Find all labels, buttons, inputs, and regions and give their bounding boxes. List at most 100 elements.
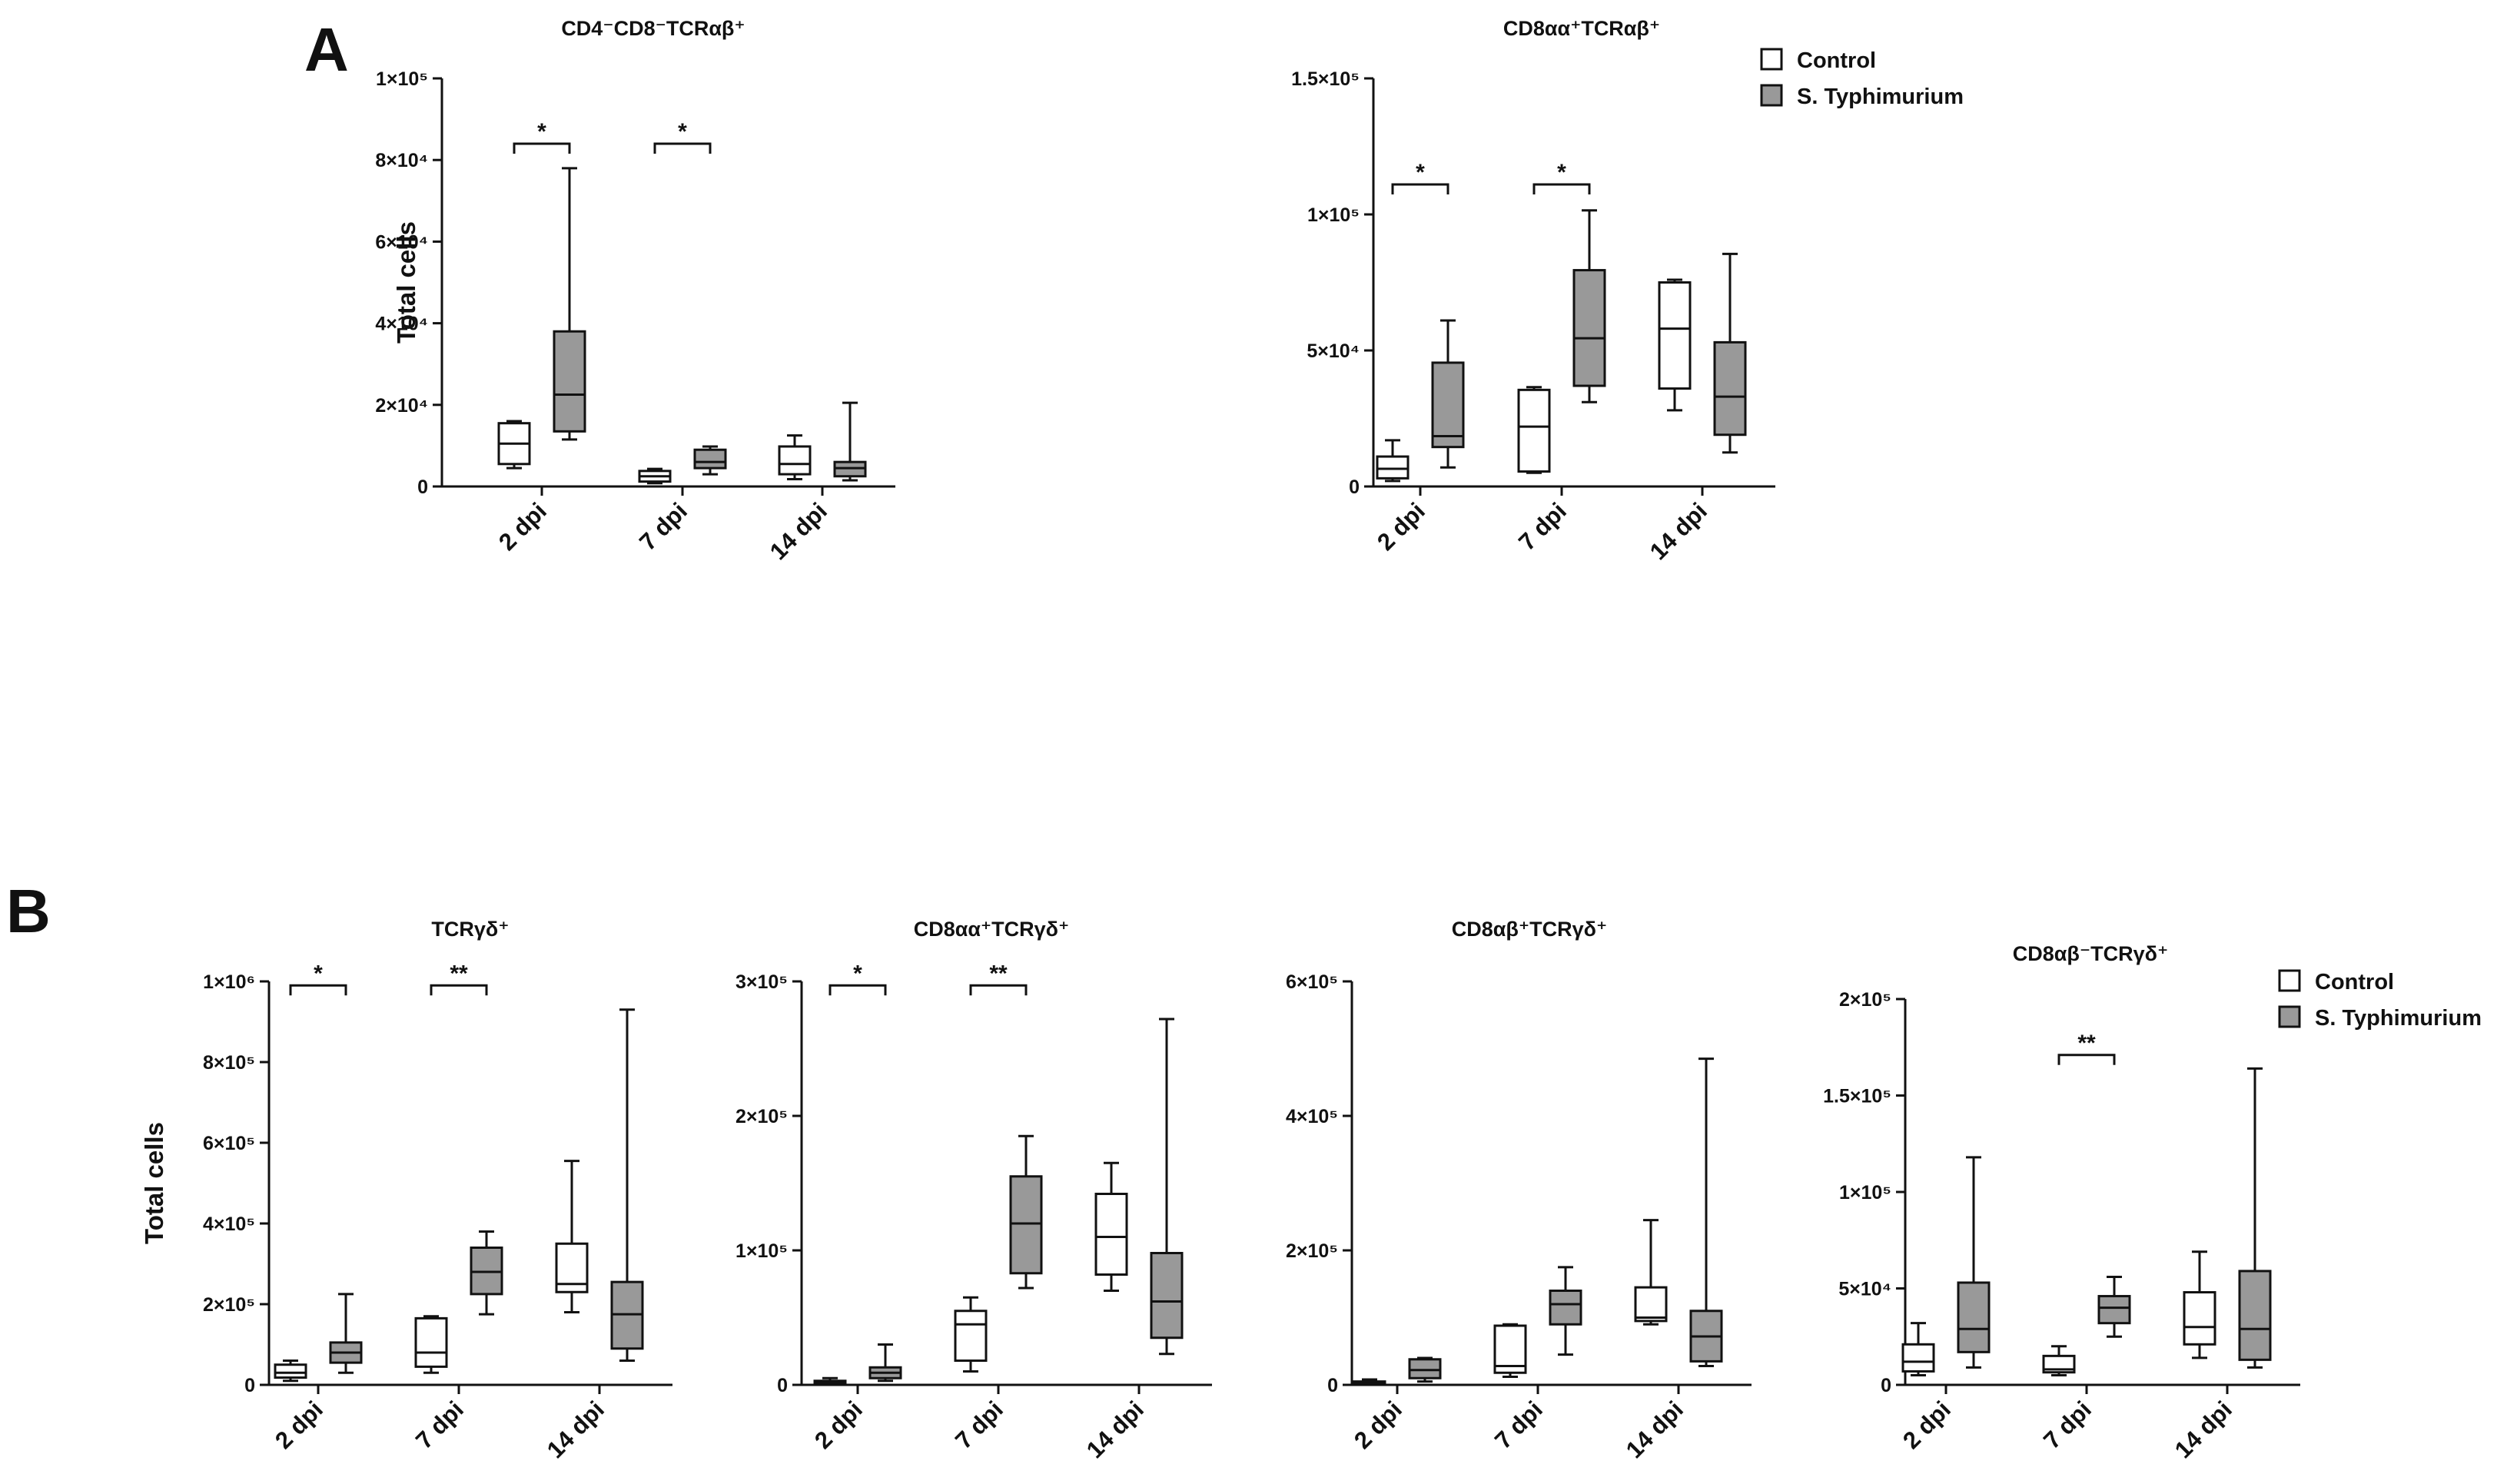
y-tick-label: 2×10⁴ — [375, 395, 428, 417]
infected-box-3 — [610, 1008, 644, 1362]
x-tick-label: 7 dpi — [634, 497, 692, 556]
control-box-2 — [954, 1296, 988, 1373]
y-tick-label: 1.5×10⁵ — [1291, 68, 1360, 90]
x-tick-label: 7 dpi — [2038, 1396, 2097, 1454]
legend-infected-swatch — [2278, 1005, 2301, 1028]
x-tick-label: 7 dpi — [950, 1396, 1008, 1454]
infected-box-1 — [329, 1293, 363, 1374]
control-box-2 — [1517, 386, 1551, 474]
chart-3: TCRγδ⁺ 0 2×10⁵ 4×10⁵ 6×10⁵ 8×10⁵ 1×10⁶ Total ce… — [140, 918, 672, 1463]
significance-label: * — [853, 961, 862, 986]
iqr-box — [1634, 1286, 1668, 1323]
y-tick-label: 6×10⁴ — [375, 231, 428, 253]
significance-bracket — [2057, 1054, 2116, 1065]
chart-title: CD8αα⁺TCRαβ⁺ — [1503, 17, 1660, 40]
infected-box-3 — [1713, 252, 1747, 454]
control-box-2 — [1493, 1323, 1527, 1378]
significance-label: * — [1416, 160, 1425, 185]
iqr-box — [274, 1363, 307, 1379]
control-box-3 — [1634, 1219, 1668, 1326]
x-tick-label: 2 dpi — [1898, 1396, 1956, 1454]
y-tick-label: 0 — [244, 1375, 255, 1396]
legend-control-swatch — [1760, 48, 1783, 71]
y-tick-label: 4×10⁵ — [203, 1213, 255, 1235]
y-axis-label: Total cells — [140, 1122, 168, 1244]
infected-box-2 — [470, 1230, 503, 1316]
legend-control-label: Control — [1797, 48, 1876, 73]
control-box-1 — [274, 1360, 307, 1383]
iqr-box — [2238, 1270, 2272, 1361]
infected-box-2 — [1572, 209, 1606, 403]
infected-box-2 — [2097, 1275, 2131, 1338]
significance-bracket — [969, 984, 1028, 996]
iqr-box — [1408, 1358, 1442, 1379]
y-tick-label: 0 — [1349, 476, 1360, 498]
legend: Control S. Typhimurium — [1760, 48, 1964, 109]
legend-control-swatch — [2278, 969, 2301, 992]
infected-box-1 — [1957, 1156, 1991, 1369]
iqr-box — [553, 330, 586, 433]
control-box-3 — [1094, 1161, 1128, 1292]
y-tick-label: 6×10⁵ — [1286, 971, 1338, 993]
iqr-box — [1517, 388, 1551, 473]
control-box-1 — [1376, 439, 1410, 483]
significance-bracket — [513, 142, 571, 154]
iqr-box — [954, 1310, 988, 1362]
legend-control-label: Control — [2315, 970, 2394, 994]
chart-5: CD8αβ⁺TCRγδ⁺ 0 2×10⁵ 4×10⁵ 6×10⁵ 2 dpi 7 dpi 14… — [1286, 918, 1752, 1463]
y-tick-label: 0 — [1327, 1375, 1338, 1396]
significance-bracket — [1391, 183, 1449, 195]
x-tick-label: 2 dpi — [1372, 497, 1430, 556]
panel-label-b: B — [6, 877, 51, 945]
x-tick-label: 14 dpi — [2170, 1396, 2237, 1463]
charts-container: CD4⁻CD8⁻TCRαβ⁺ 0 2×10⁴ 4×10⁴ 6×10⁴ 8×10⁴ 1×10⁵… — [140, 17, 2482, 1463]
x-tick-label: 14 dpi — [1081, 1396, 1149, 1463]
significance-label: ** — [2077, 1031, 2096, 1056]
infected-box-3 — [2238, 1067, 2272, 1369]
y-tick-label: 4×10⁴ — [375, 314, 428, 335]
control-box-3 — [1658, 278, 1692, 412]
chart-2: CD8αα⁺TCRαβ⁺ 0 5×10⁴ 1×10⁵ 1.5×10⁵ 2 dpi 7 dpi… — [1291, 17, 1964, 565]
y-tick-label: 0 — [777, 1375, 788, 1396]
x-tick-label: 14 dpi — [765, 497, 832, 565]
iqr-box — [1431, 361, 1465, 449]
y-tick-label: 5×10⁴ — [1838, 1279, 1891, 1300]
y-tick-label: 1×10⁵ — [376, 68, 428, 90]
significance-bracket — [430, 984, 488, 996]
iqr-box — [414, 1316, 448, 1368]
control-box-3 — [555, 1160, 589, 1313]
chart-title: CD8αβ⁺TCRγδ⁺ — [1452, 918, 1607, 941]
significance-label: * — [678, 119, 687, 144]
iqr-box — [1658, 281, 1692, 390]
x-tick-label: 7 dpi — [410, 1396, 469, 1454]
x-tick-label: 2 dpi — [270, 1396, 328, 1454]
chart-title: CD8αα⁺TCRγδ⁺ — [914, 918, 1070, 941]
chart-title: CD8αβ⁻TCRγδ⁺ — [2013, 942, 2168, 965]
infected-box-3 — [1150, 1018, 1184, 1356]
significance-label: * — [537, 119, 546, 144]
x-tick-label: 2 dpi — [809, 1396, 868, 1454]
iqr-box — [1713, 340, 1747, 437]
significance-label: ** — [989, 961, 1008, 986]
significance-bracket — [653, 142, 712, 154]
chart-6: CD8αβ⁻TCRγδ⁺ 0 5×10⁴ 1×10⁵ 1.5×10⁵ 2×10⁵ 2 dpi… — [1823, 942, 2482, 1463]
chart-1: CD4⁻CD8⁻TCRαβ⁺ 0 2×10⁴ 4×10⁴ 6×10⁴ 8×10⁴ 1×10⁵… — [375, 17, 895, 565]
legend-infected-swatch — [1760, 84, 1783, 107]
y-axis-label: Total cells — [392, 221, 420, 344]
control-box-1 — [813, 1376, 847, 1386]
infected-box-1 — [553, 167, 586, 441]
control-box-2 — [638, 467, 672, 485]
significance-bracket — [289, 984, 347, 996]
iqr-box — [2042, 1354, 2076, 1374]
significance-label: ** — [450, 961, 468, 986]
x-tick-label: 2 dpi — [493, 497, 552, 556]
iqr-box — [1376, 455, 1410, 480]
infected-box-1 — [868, 1343, 902, 1383]
iqr-box — [1957, 1281, 1991, 1353]
y-tick-label: 4×10⁵ — [1286, 1106, 1338, 1127]
infected-box-2 — [1549, 1266, 1582, 1356]
control-box-1 — [497, 420, 531, 470]
significance-bracket — [828, 984, 887, 996]
x-tick-label: 7 dpi — [1489, 1396, 1548, 1454]
x-tick-label: 7 dpi — [1513, 497, 1572, 556]
